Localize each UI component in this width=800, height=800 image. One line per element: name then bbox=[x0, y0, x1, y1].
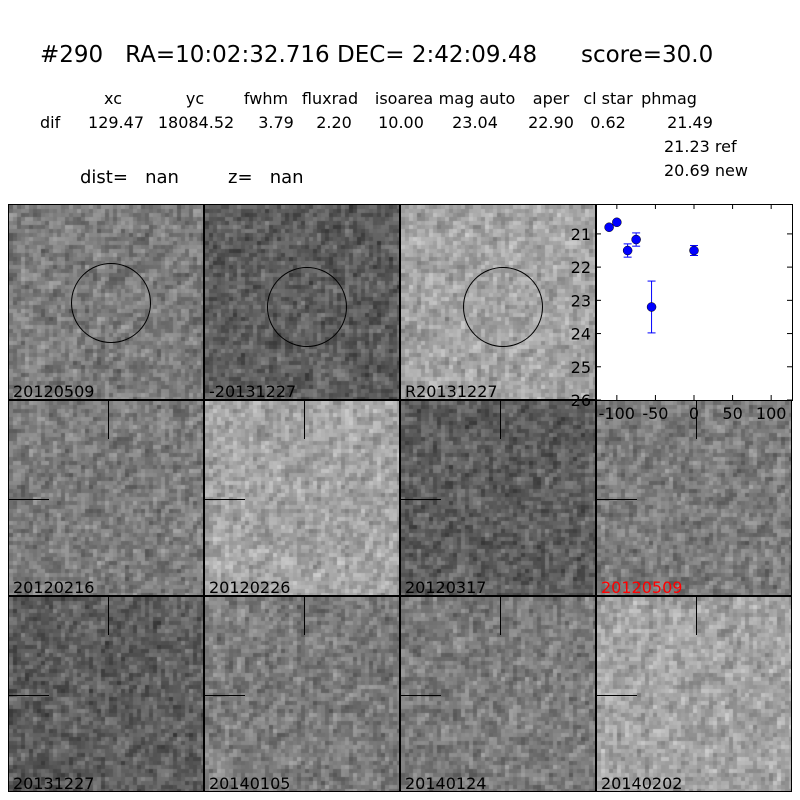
column-header: cl star bbox=[583, 89, 633, 108]
crosshair-tick bbox=[108, 401, 110, 439]
cell-value: 22.90 bbox=[528, 113, 574, 132]
data-point bbox=[646, 302, 657, 312]
cell-value: 21.49 bbox=[667, 113, 713, 132]
aperture-circle bbox=[267, 267, 347, 347]
image-stamp: -20131227 bbox=[204, 204, 400, 400]
dist-value: dist= nan bbox=[80, 167, 179, 188]
stamp-date-label: 20120216 bbox=[13, 578, 95, 596]
image-stamp: 20140105 bbox=[204, 596, 400, 792]
column-header: fwhm bbox=[243, 89, 289, 108]
column-header: aper bbox=[532, 89, 570, 108]
y-tick-label: 24 bbox=[571, 325, 591, 344]
crosshair-tick bbox=[304, 597, 306, 635]
crosshair-tick bbox=[401, 499, 441, 501]
y-tick-label: 26 bbox=[571, 391, 591, 410]
column-header: yc bbox=[185, 89, 205, 108]
y-tick-label: 23 bbox=[571, 291, 591, 310]
z-value: z= nan bbox=[228, 167, 304, 188]
crosshair-tick bbox=[500, 401, 502, 439]
x-tick-label: -50 bbox=[642, 404, 668, 423]
data-point bbox=[631, 234, 641, 245]
image-stamp: 20120226 bbox=[204, 400, 400, 596]
cell-value: 2.20 bbox=[316, 113, 352, 132]
aperture-circle bbox=[463, 267, 543, 347]
crosshair-tick bbox=[500, 597, 502, 635]
image-stamp: R20131227 bbox=[400, 204, 596, 400]
row-label: dif bbox=[40, 113, 61, 132]
stamp-date-label: 20120509 bbox=[13, 382, 95, 400]
crosshair-tick bbox=[9, 695, 49, 697]
crosshair-tick bbox=[205, 695, 245, 697]
stamp-date-label: -20131227 bbox=[209, 382, 297, 400]
column-header: fluxrad bbox=[301, 89, 359, 108]
image-stamp: 20120317 bbox=[400, 400, 596, 596]
stamp-date-label: 20140202 bbox=[601, 774, 683, 792]
stamp-date-label: 20140124 bbox=[405, 774, 487, 792]
crosshair-tick bbox=[9, 499, 49, 501]
data-point bbox=[604, 222, 614, 233]
crosshair-tick bbox=[108, 597, 110, 635]
data-point bbox=[612, 217, 622, 228]
column-header: mag auto bbox=[438, 89, 516, 108]
cell-value: 18084.52 bbox=[157, 113, 235, 132]
y-tick-label: 22 bbox=[571, 258, 591, 277]
image-stamp: 20120216 bbox=[8, 400, 204, 596]
y-tick-label: 21 bbox=[571, 225, 591, 244]
crosshair-tick bbox=[401, 695, 441, 697]
image-stamp: 20131227 bbox=[8, 596, 204, 792]
phmag-ref: 21.23 ref bbox=[664, 137, 737, 156]
stamp-date-label: R20131227 bbox=[405, 382, 498, 400]
column-header: xc bbox=[104, 89, 122, 108]
stamp-date-label: 20120509 bbox=[601, 578, 683, 596]
page-title: #290 RA=10:02:32.716 DEC= 2:42:09.48 sco… bbox=[40, 42, 714, 68]
crosshair-tick bbox=[696, 597, 698, 635]
stamp-date-label: 20120226 bbox=[209, 578, 291, 596]
cell-value: 3.79 bbox=[258, 113, 294, 132]
data-point bbox=[689, 245, 699, 256]
image-stamp: 20120509 bbox=[596, 400, 792, 596]
image-stamp: 20140124 bbox=[400, 596, 596, 792]
x-tick-label: 0 bbox=[689, 404, 699, 423]
y-tick-label: 25 bbox=[571, 358, 591, 377]
crosshair-tick bbox=[597, 695, 637, 697]
stamp-date-label: 20131227 bbox=[13, 774, 95, 792]
image-stamp: 20120509 bbox=[8, 204, 204, 400]
image-stamp: 20140202 bbox=[596, 596, 792, 792]
x-tick-label: 50 bbox=[722, 404, 742, 423]
x-tick-label: 100 bbox=[756, 404, 787, 423]
magnitude-plot: -100 -50 0 50 100 21 22 23 24 25 26 bbox=[571, 204, 793, 423]
crosshair-tick bbox=[696, 401, 698, 439]
cell-value: 10.00 bbox=[378, 113, 424, 132]
cell-value: 129.47 bbox=[88, 113, 144, 132]
column-header: isoarea bbox=[374, 89, 434, 108]
plot-frame bbox=[596, 204, 793, 401]
stamp-date-label: 20140105 bbox=[209, 774, 291, 792]
crosshair-tick bbox=[597, 499, 637, 501]
cell-value: 0.62 bbox=[590, 113, 626, 132]
crosshair-tick bbox=[205, 499, 245, 501]
stamp-date-label: 20120317 bbox=[405, 578, 487, 596]
x-tick-label: -100 bbox=[599, 404, 635, 423]
cell-value: 23.04 bbox=[452, 113, 498, 132]
crosshair-tick bbox=[304, 401, 306, 439]
phmag-new: 20.69 new bbox=[664, 161, 748, 180]
column-header: phmag bbox=[641, 89, 697, 108]
data-point bbox=[622, 245, 633, 256]
aperture-circle bbox=[71, 263, 151, 343]
